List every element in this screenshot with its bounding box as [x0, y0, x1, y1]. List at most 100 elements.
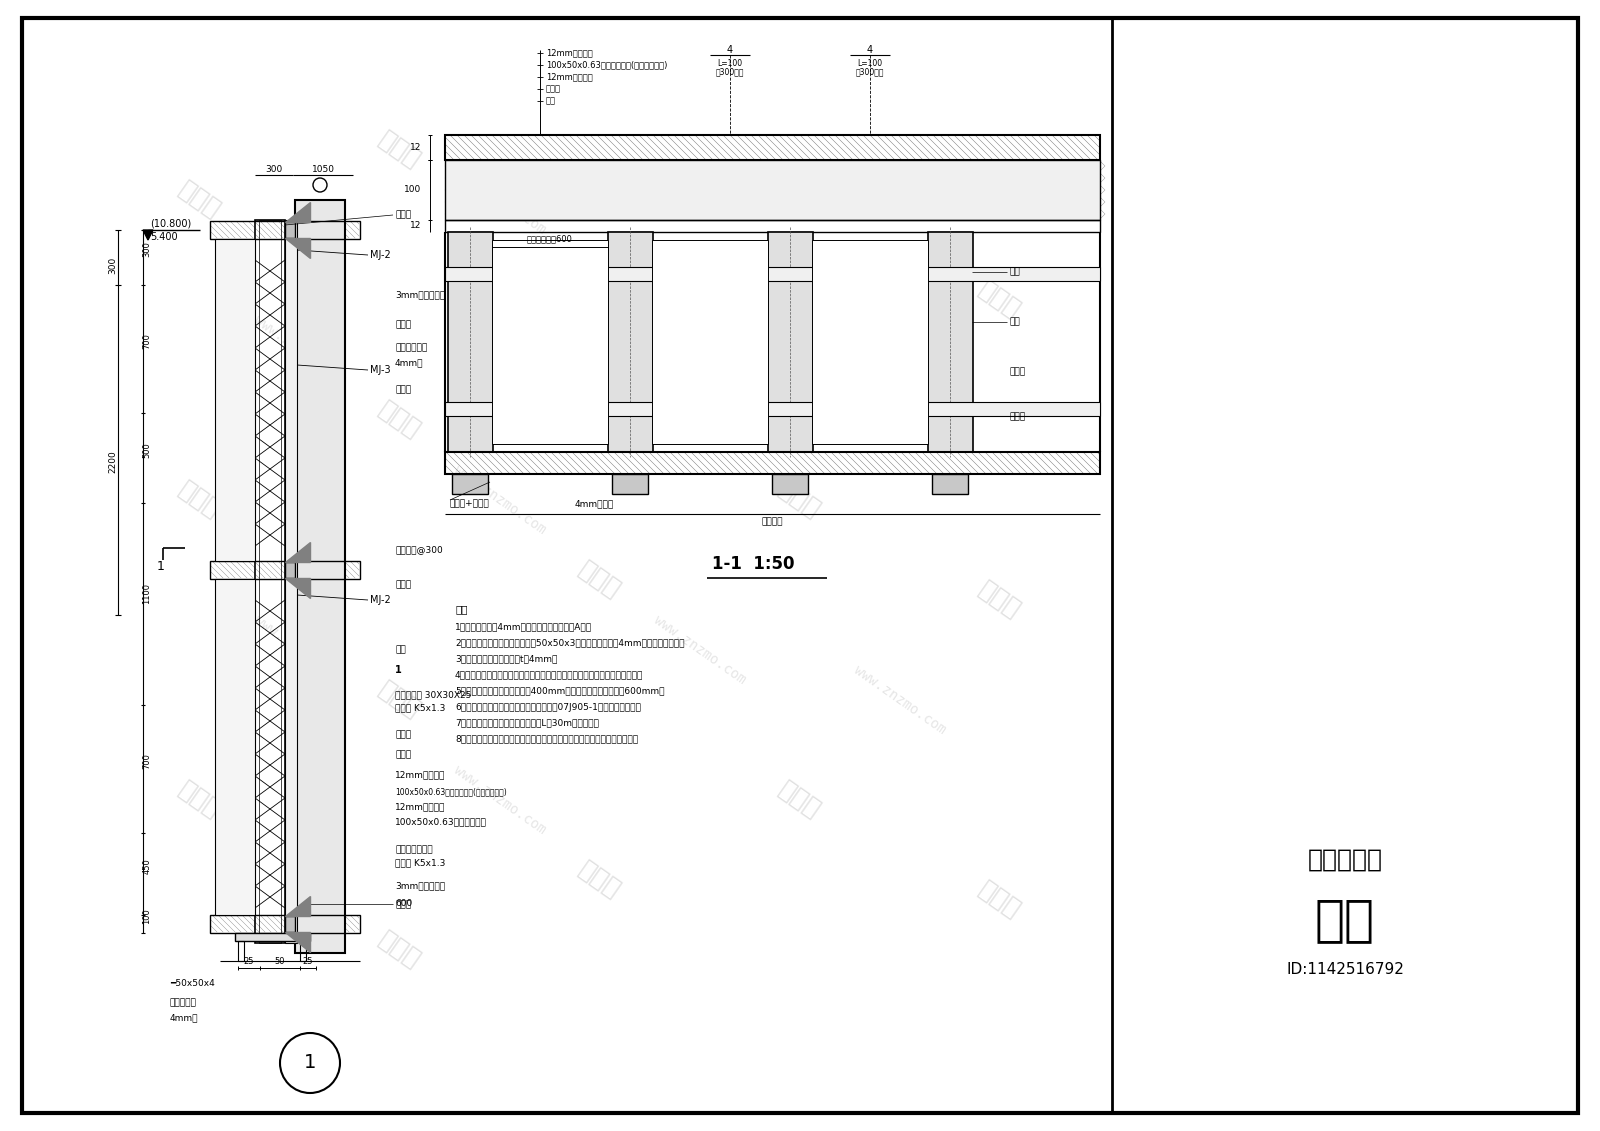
Text: 25: 25 [302, 957, 314, 966]
Text: 600: 600 [395, 899, 413, 908]
Text: 轻骨铝合金角铝: 轻骨铝合金角铝 [395, 846, 432, 855]
Text: 2、未注明的方锆管截面尺寸均为50x50x3，方锆管墙架采用4mm厚锆板进行焊接。: 2、未注明的方锆管截面尺寸均为50x50x3，方锆管墙架采用4mm厚锆板进行焊接… [454, 639, 685, 648]
Bar [771, 474, 808, 494]
Text: 12: 12 [410, 143, 421, 152]
Text: www.znzmo.com: www.znzmo.com [451, 763, 549, 837]
Text: 知末网: 知末网 [374, 397, 426, 442]
Text: 4、铝板幕墙火灾紧急痏散通道与建筑物配套进行检修，检修质量要求见良好。: 4、铝板幕墙火灾紧急痏散通道与建筑物配套进行检修，检修质量要求见良好。 [454, 671, 643, 680]
Text: 大样（一）: 大样（一） [1307, 848, 1382, 872]
Bar [285, 562, 294, 578]
Text: 50: 50 [275, 957, 285, 966]
Bar [210, 221, 360, 239]
Text: 4: 4 [726, 45, 733, 55]
Text: 300: 300 [142, 241, 152, 257]
Text: 知末网: 知末网 [574, 857, 626, 903]
Text: www.znzmo.com: www.znzmo.com [851, 264, 949, 337]
Polygon shape [285, 896, 310, 916]
Text: 4: 4 [867, 45, 874, 55]
Bar [235, 933, 310, 941]
Text: L=100: L=100 [858, 59, 883, 68]
Bar [259, 221, 282, 943]
Bar [214, 239, 254, 561]
Text: 3mm厚铝塑钢板: 3mm厚铝塑钢板 [395, 881, 445, 890]
Text: 钢300一组: 钢300一组 [856, 68, 885, 77]
Bar [445, 221, 1101, 232]
Text: 知末网: 知末网 [374, 927, 426, 973]
Bar [301, 941, 306, 961]
Text: ━50x50x4: ━50x50x4 [170, 978, 214, 987]
Text: 铝色铝塑条: 铝色铝塑条 [170, 999, 197, 1008]
Text: 知末网: 知末网 [374, 677, 426, 723]
Text: 1-1  1:50: 1-1 1:50 [712, 555, 795, 573]
Bar [238, 941, 243, 961]
Text: 说明: 说明 [454, 604, 467, 614]
Text: 知末网: 知末网 [774, 477, 826, 523]
Text: 知末网: 知末网 [174, 477, 226, 523]
Bar [445, 159, 1101, 221]
Text: www.znzmo.com: www.znzmo.com [251, 613, 349, 687]
Bar [445, 267, 1101, 280]
Text: 12mm铝塑钢板: 12mm铝塑钢板 [546, 49, 592, 58]
Text: 知末网: 知末网 [574, 257, 626, 303]
Text: 25: 25 [243, 957, 254, 966]
Text: 5、铝板横向加劲加密小于等于400mm，竖向加劲加密小于等于600mm。: 5、铝板横向加劲加密小于等于400mm，竖向加劲加密小于等于600mm。 [454, 687, 664, 696]
Bar [445, 135, 1101, 159]
Text: 300: 300 [266, 164, 283, 173]
Bar [453, 474, 488, 494]
Text: 100x50x0.63铝塑钢板主柱(带温暖支材料): 100x50x0.63铝塑钢板主柱(带温暖支材料) [546, 60, 667, 69]
Text: 100x50x0.63铝塑钢板横梁: 100x50x0.63铝塑钢板横梁 [395, 818, 486, 827]
Bar [445, 402, 1101, 416]
Bar [611, 474, 648, 494]
Text: 5.400: 5.400 [150, 232, 178, 242]
Text: 100: 100 [142, 908, 152, 924]
Bar [608, 232, 653, 452]
Text: MJ-2: MJ-2 [370, 595, 390, 605]
Text: www.znzmo.com: www.znzmo.com [451, 463, 549, 537]
Text: 主柱钢架: 主柱钢架 [762, 518, 782, 527]
Text: 1、图中铝板厚为4mm厚铝塑板，防火等级为A级。: 1、图中铝板厚为4mm厚铝塑板，防火等级为A级。 [454, 622, 592, 631]
Bar [445, 452, 1101, 474]
Text: 12mm铝塑钢板: 12mm铝塑钢板 [546, 72, 592, 81]
Polygon shape [285, 542, 310, 562]
Text: 3mm厚铝塑钢板: 3mm厚铝塑钢板 [395, 291, 445, 300]
Text: 知末网: 知末网 [974, 577, 1026, 623]
Text: www.znzmo.com: www.znzmo.com [451, 163, 549, 238]
Text: 知末网: 知末网 [374, 128, 426, 173]
Text: 8、铝塑板有开口的部位，板口应衬不锈锆丝网，以防虫、鸟等的入侵危害。: 8、铝塑板有开口的部位，板口应衬不锈锆丝网，以防虫、鸟等的入侵危害。 [454, 734, 638, 743]
Text: 铝合金角铝 30X30X25: 铝合金角铝 30X30X25 [395, 691, 472, 699]
Text: 12mm铝塑钢板: 12mm铝塑钢板 [395, 770, 445, 779]
Text: 450: 450 [142, 858, 152, 874]
Text: 主钢管: 主钢管 [395, 580, 411, 589]
Text: L=100: L=100 [717, 59, 742, 68]
Text: 铝板钉 K5x1.3: 铝板钉 K5x1.3 [395, 703, 445, 713]
Text: 支柱: 支柱 [395, 646, 406, 655]
Text: 知末网: 知末网 [574, 558, 626, 603]
Text: www.znzmo.com: www.znzmo.com [651, 313, 749, 387]
Bar [254, 221, 285, 943]
Bar [210, 915, 360, 933]
Text: 辅龙骨铝塑板: 辅龙骨铝塑板 [395, 344, 427, 353]
Text: 1050: 1050 [312, 164, 334, 173]
Text: 700: 700 [142, 334, 152, 349]
Text: 横梁: 横梁 [1010, 318, 1021, 327]
Text: 知末: 知末 [1315, 896, 1374, 944]
Text: MJ-3: MJ-3 [370, 365, 390, 375]
Polygon shape [285, 578, 310, 598]
Text: 支钢管: 支钢管 [395, 210, 411, 219]
Bar [285, 222, 294, 238]
Text: 主钢管: 主钢管 [395, 386, 411, 395]
Text: 铝板钉 K5x1.3: 铝板钉 K5x1.3 [395, 858, 445, 867]
Text: 1: 1 [157, 560, 165, 572]
Text: 300: 300 [109, 257, 117, 274]
Text: 铝板小于等于600: 铝板小于等于600 [526, 234, 573, 243]
Text: www.znzmo.com: www.znzmo.com [251, 313, 349, 387]
Text: 12mm铝塑钢板: 12mm铝塑钢板 [395, 803, 445, 812]
Bar [928, 232, 973, 452]
Text: 知末网: 知末网 [174, 178, 226, 223]
Text: 100x50x0.63铝塑钢板主柱(带温暖支材料): 100x50x0.63铝塑钢板主柱(带温暖支材料) [395, 787, 507, 796]
Text: 4mm铝塑板: 4mm铝塑板 [574, 500, 614, 509]
Text: 方钢管: 方钢管 [546, 85, 562, 94]
Text: 知末网: 知末网 [174, 777, 226, 822]
Text: 2200: 2200 [109, 450, 117, 473]
Text: 1: 1 [395, 665, 402, 675]
